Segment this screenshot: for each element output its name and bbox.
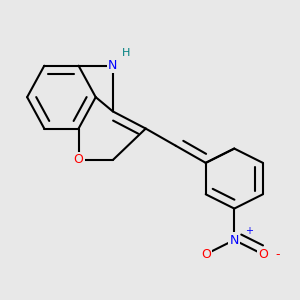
Text: -: - bbox=[275, 248, 279, 261]
Text: H: H bbox=[122, 48, 130, 58]
Text: O: O bbox=[258, 248, 268, 261]
Text: N: N bbox=[108, 59, 118, 72]
Text: O: O bbox=[201, 248, 211, 261]
Text: +: + bbox=[244, 226, 253, 236]
Text: N: N bbox=[230, 233, 239, 247]
Text: O: O bbox=[74, 154, 83, 166]
